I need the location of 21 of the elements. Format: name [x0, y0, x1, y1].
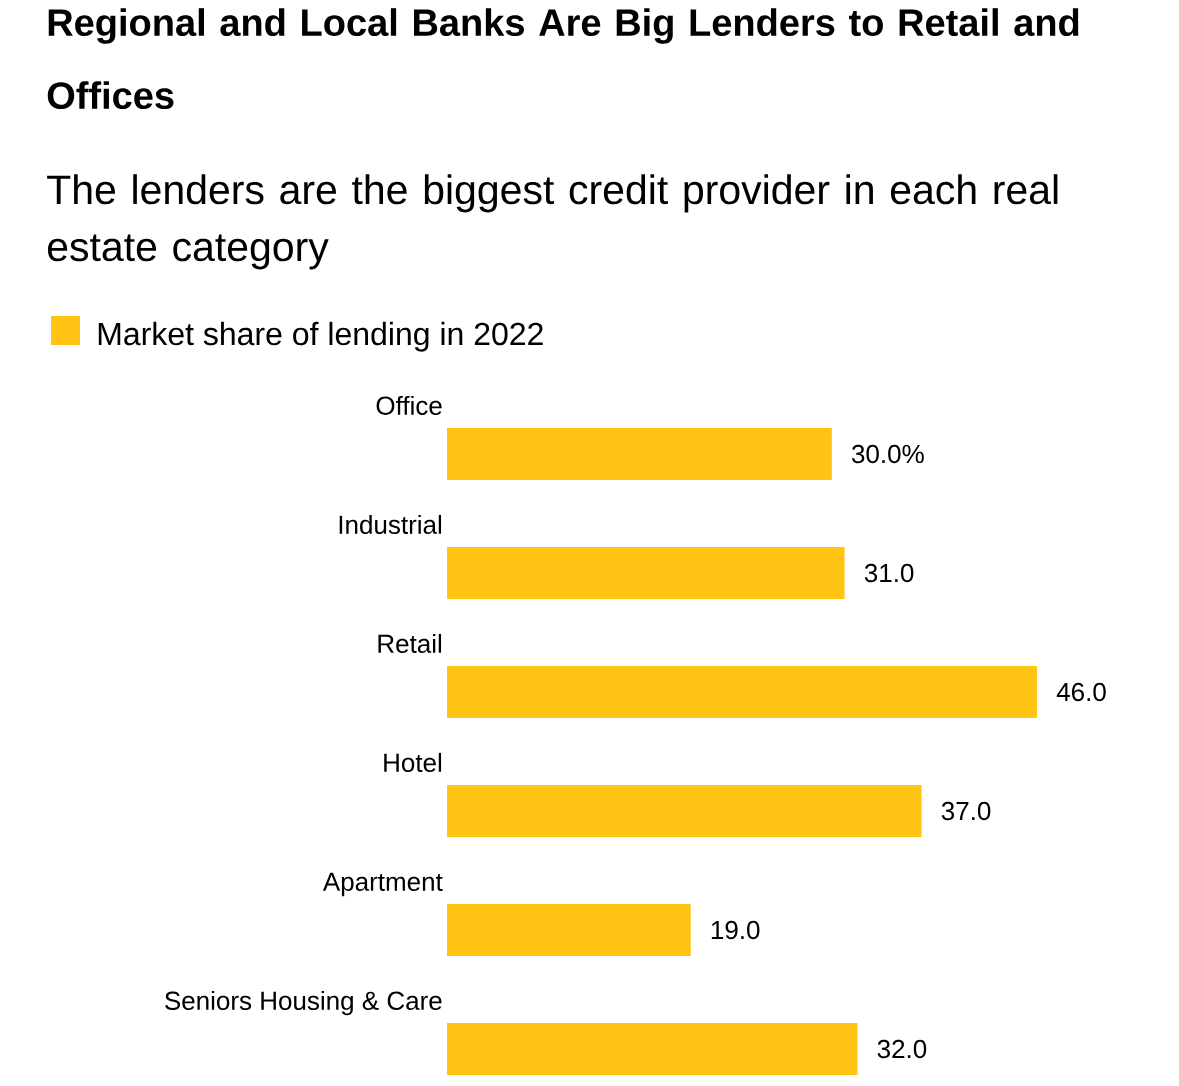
bar	[447, 1023, 858, 1076]
data-label: 32.0	[877, 1039, 927, 1059]
bar	[447, 666, 1037, 719]
legend-label: Market share of lending in 2022	[98, 321, 543, 352]
bar	[447, 904, 691, 957]
data-label: 31.0	[864, 563, 914, 583]
y-tick-label: Hotel	[384, 752, 442, 772]
data-label: 37.0	[941, 801, 991, 821]
y-tick-label: Apartment	[322, 872, 443, 897]
y-tick-label: Seniors Housing & Care	[165, 990, 442, 1016]
y-tick-label: Office	[376, 395, 442, 415]
data-label: 46.0	[1056, 682, 1106, 702]
bar	[447, 547, 845, 600]
y-tick-label: Retail	[378, 633, 442, 653]
bar	[447, 785, 922, 838]
bar	[447, 428, 832, 481]
y-tick-label: Industrial	[339, 514, 442, 534]
chart-subtitle: The lenders are the biggest credit provider in each real estate category	[47, 174, 1058, 270]
data-label: 30.0%	[851, 444, 924, 464]
data-label: 19.0	[711, 920, 760, 940]
chart-title: Regional and Local Banks Are Big Lenders to Retail and Offices	[47, 8, 1079, 110]
